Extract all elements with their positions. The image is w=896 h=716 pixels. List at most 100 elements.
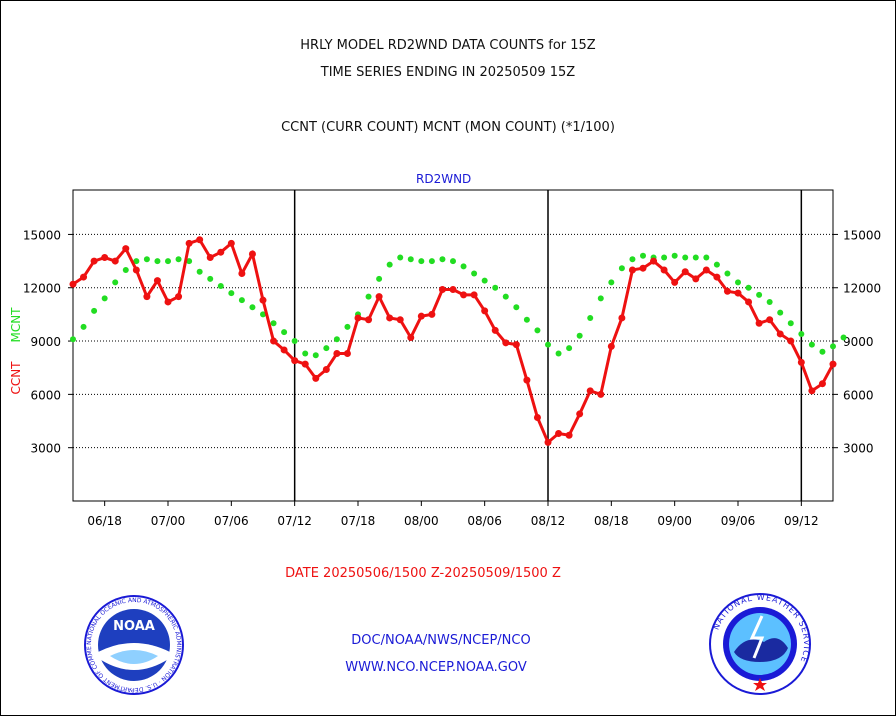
ccnt-point	[491, 326, 499, 334]
mcnt-point	[629, 256, 636, 263]
ccnt-point	[428, 310, 436, 318]
ccnt-point	[544, 438, 552, 446]
mcnt-point	[450, 258, 456, 265]
nws-logo: NATIONAL WEATHER SERVICE	[709, 593, 811, 695]
mcnt-point	[587, 314, 594, 321]
ccnt-point	[386, 314, 394, 322]
mcnt-point	[217, 282, 224, 289]
ccnt-point	[217, 248, 225, 256]
mcnt-point	[302, 350, 309, 357]
mcnt-point	[703, 254, 710, 261]
ccnt-point	[692, 275, 700, 283]
date-range-label: DATE 20250506/1500 Z-20250509/1500 Z	[285, 566, 561, 581]
mcnt-point	[397, 254, 404, 261]
ccnt-point	[702, 266, 710, 274]
mcnt-point	[323, 345, 330, 352]
mcnt-point	[808, 341, 815, 348]
ccnt-point	[776, 330, 784, 338]
ccnt-point	[153, 277, 161, 285]
ccnt-point	[417, 312, 425, 320]
mcnt-point	[291, 338, 298, 345]
y-tick-label-right: 3000	[843, 442, 874, 456]
mcnt-point	[143, 256, 150, 263]
ccnt-point	[164, 298, 172, 306]
title-line-1: HRLY MODEL RD2WND DATA COUNTS for 15Z	[300, 38, 596, 53]
mcnt-point	[566, 345, 573, 352]
ccnt-point	[502, 339, 510, 347]
org-label[interactable]: DOC/NOAA/NWS/NCEP/NCO	[351, 633, 531, 648]
mcnt-point	[281, 329, 288, 336]
ccnt-point	[808, 387, 816, 395]
ccnt-point	[90, 257, 98, 265]
x-tick-label: 08/18	[594, 514, 629, 528]
ccnt-point	[111, 257, 119, 265]
y-tick-label-left: 12000	[23, 282, 61, 296]
mcnt-point	[777, 309, 784, 316]
ccnt-point	[322, 365, 330, 373]
mcnt-point	[133, 258, 140, 265]
ccnt-point	[734, 289, 742, 297]
ccnt-point	[650, 257, 658, 265]
mcnt-point	[70, 336, 76, 343]
plot-frame	[72, 189, 834, 502]
y-tick-label-left: 15000	[23, 228, 61, 242]
ccnt-point	[132, 266, 140, 274]
y-tick-label-left: 6000	[30, 388, 61, 402]
y-tick-label-right: 12000	[843, 282, 881, 296]
mcnt-point	[196, 268, 203, 275]
ccnt-point	[512, 341, 520, 349]
ccnt-point	[639, 264, 647, 272]
mcnt-point	[513, 304, 520, 311]
ccnt-point	[354, 314, 362, 322]
mcnt-point	[418, 258, 425, 265]
ccnt-point	[122, 245, 130, 253]
ccnt-point	[755, 319, 763, 327]
ccnt-point	[238, 270, 246, 278]
mcnt-point	[735, 279, 741, 286]
x-tick-label: 07/18	[341, 514, 376, 528]
website-link[interactable]: WWW.NCO.NCEP.NOAA.GOV	[345, 660, 527, 675]
title-line-3: CCNT (CURR COUNT) MCNT (MON COUNT) (*1/1…	[281, 120, 615, 135]
mcnt-point	[819, 348, 826, 355]
ccnt-point	[628, 266, 636, 274]
mcnt-point	[534, 327, 541, 334]
ccnt-point	[248, 250, 256, 258]
ccnt-point	[175, 293, 183, 301]
mcnt-point	[175, 256, 182, 263]
ccnt-point	[301, 360, 309, 368]
mcnt-point	[576, 332, 583, 339]
mcnt-point	[523, 316, 530, 323]
ccnt-point	[259, 296, 267, 304]
mcnt-point	[756, 291, 763, 298]
x-tick-label: 09/12	[784, 514, 819, 528]
mcnt-point	[407, 256, 414, 263]
mcnt-point	[555, 350, 562, 357]
x-tick-label: 08/06	[467, 514, 502, 528]
mcnt-point	[545, 341, 551, 348]
ccnt-point	[185, 239, 193, 247]
chart-title: RD2WND	[416, 172, 472, 186]
x-tick-label: 07/12	[277, 514, 312, 528]
mcnt-point	[386, 261, 393, 268]
ccnt-point	[312, 374, 320, 382]
ccnt-point	[713, 273, 721, 281]
mcnt-point	[713, 261, 720, 268]
y-tick-label-right: 15000	[843, 228, 881, 242]
mcnt-point	[724, 270, 731, 277]
y-axis-label-mcnt: MCNT	[9, 307, 23, 343]
mcnt-point	[471, 270, 478, 277]
ccnt-point	[797, 358, 805, 366]
x-tick-label: 07/06	[214, 514, 249, 528]
ccnt-point	[818, 380, 826, 388]
mcnt-point	[460, 263, 467, 270]
ccnt-point	[227, 239, 235, 247]
ccnt-point	[555, 429, 563, 437]
mcnt-point	[165, 258, 171, 265]
mcnt-point	[344, 323, 351, 330]
mcnt-point	[766, 298, 773, 305]
ccnt-point	[407, 334, 415, 342]
ccnt-point	[597, 390, 605, 398]
ccnt-point	[523, 376, 531, 384]
mcnt-point	[122, 266, 129, 273]
